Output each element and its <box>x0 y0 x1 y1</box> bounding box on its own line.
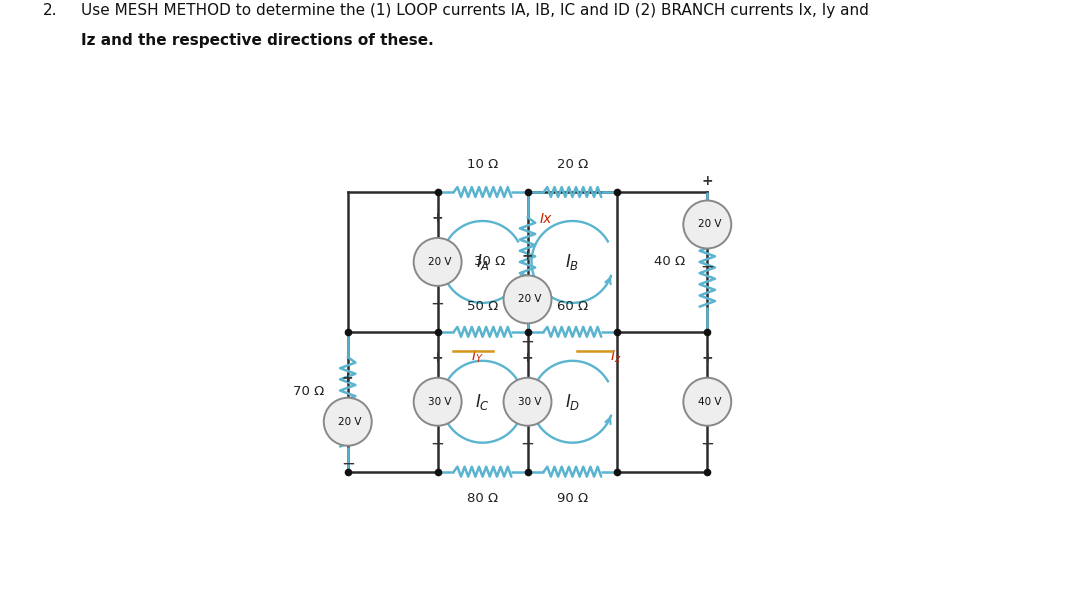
Text: 40 V: 40 V <box>698 396 721 407</box>
Text: 40 Ω: 40 Ω <box>653 255 685 269</box>
Text: 30 Ω: 30 Ω <box>474 255 505 269</box>
Text: 20 V: 20 V <box>338 417 362 427</box>
Text: 50 Ω: 50 Ω <box>467 300 498 313</box>
Text: +: + <box>702 351 713 365</box>
Text: $I_z$: $I_z$ <box>610 348 621 365</box>
Text: +: + <box>522 351 534 365</box>
Circle shape <box>503 275 552 323</box>
Text: 20 Ω: 20 Ω <box>557 158 589 171</box>
Circle shape <box>414 378 461 426</box>
Text: 20 V: 20 V <box>698 219 721 230</box>
Text: 80 Ω: 80 Ω <box>467 491 498 505</box>
Text: Use MESH METHOD to determine the (1) LOOP currents IA, IB, IC and ID (2) BRANCH : Use MESH METHOD to determine the (1) LOO… <box>81 3 869 18</box>
Text: +: + <box>522 249 534 263</box>
Text: Ix: Ix <box>540 213 552 227</box>
Text: $I_{B}$: $I_{B}$ <box>565 252 580 272</box>
Text: −: − <box>700 435 714 452</box>
Text: −: − <box>431 435 445 452</box>
Text: $I_Y$: $I_Y$ <box>471 348 484 365</box>
Text: 90 Ω: 90 Ω <box>557 491 588 505</box>
Text: Iz and the respective directions of these.: Iz and the respective directions of thes… <box>81 33 434 49</box>
Text: −: − <box>521 333 535 350</box>
Text: +: + <box>342 371 353 385</box>
Text: 70 Ω: 70 Ω <box>293 385 324 398</box>
Text: +: + <box>432 211 444 225</box>
Text: $I_{C}$: $I_{C}$ <box>475 392 490 412</box>
Text: −: − <box>341 455 354 473</box>
Text: −: − <box>521 435 535 452</box>
Text: +: + <box>702 174 713 188</box>
Text: 10 Ω: 10 Ω <box>467 158 498 171</box>
Text: 20 V: 20 V <box>428 257 451 267</box>
Text: $I_{A}$: $I_{A}$ <box>475 252 489 272</box>
Text: −: − <box>431 295 445 313</box>
Text: 30 V: 30 V <box>428 396 451 407</box>
Text: 20 V: 20 V <box>517 294 541 304</box>
Circle shape <box>503 378 552 426</box>
Text: 2.: 2. <box>43 3 57 18</box>
Circle shape <box>684 200 731 248</box>
Text: $I_{D}$: $I_{D}$ <box>565 392 580 412</box>
Circle shape <box>414 238 461 286</box>
Circle shape <box>324 398 372 446</box>
Text: 30 V: 30 V <box>517 396 541 407</box>
Text: 60 Ω: 60 Ω <box>557 300 588 313</box>
Text: +: + <box>432 351 444 365</box>
Text: −: − <box>700 258 714 275</box>
Circle shape <box>684 378 731 426</box>
